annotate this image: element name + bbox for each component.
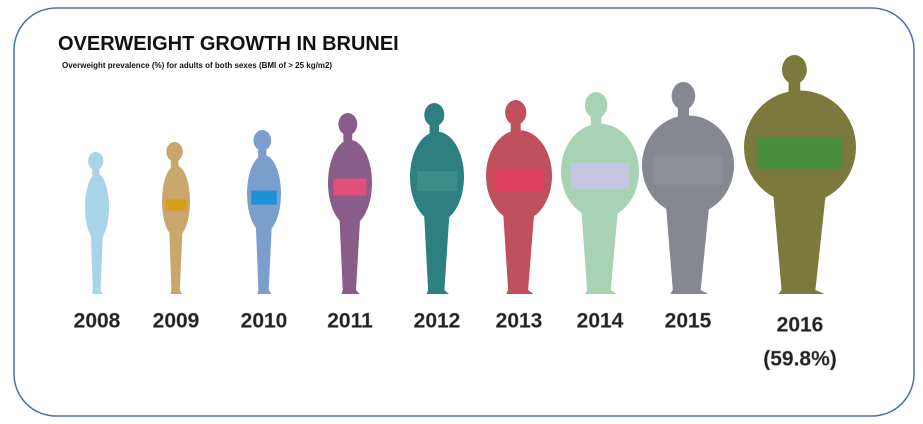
head	[671, 82, 696, 110]
figure	[561, 92, 639, 294]
figure	[744, 55, 856, 294]
neck	[92, 166, 100, 176]
neck	[590, 113, 602, 127]
belt	[570, 162, 630, 189]
belt	[88, 206, 106, 215]
neck	[429, 121, 440, 134]
year-label: 2012	[414, 310, 461, 333]
year-label: 2015	[665, 310, 712, 333]
year-label: 2010	[241, 310, 288, 333]
year-label: 2008	[74, 310, 121, 333]
belt	[494, 168, 544, 192]
legs	[422, 176, 452, 294]
belt	[416, 171, 458, 192]
neck	[677, 104, 689, 119]
figure	[85, 152, 109, 294]
figure	[486, 100, 552, 294]
figure	[162, 142, 190, 294]
belt	[653, 155, 723, 185]
subtitle: Overweight prevalence (%) for adults of …	[62, 61, 332, 70]
year-label: 2011	[327, 310, 373, 333]
head	[505, 100, 527, 125]
year-label: 2014	[577, 310, 624, 333]
neck	[788, 78, 801, 93]
belt	[333, 178, 367, 196]
year-label: 2009	[153, 310, 200, 333]
legs	[500, 175, 538, 294]
figure	[410, 103, 464, 294]
figure	[247, 130, 281, 294]
legs	[337, 182, 363, 294]
head	[338, 113, 358, 136]
year-label: 2016	[777, 314, 824, 337]
legs	[578, 171, 622, 294]
legs	[254, 193, 274, 294]
neck	[258, 146, 267, 158]
legs	[662, 165, 714, 294]
figure	[642, 82, 734, 294]
frame	[13, 7, 915, 417]
legs	[769, 147, 831, 294]
legs	[90, 207, 104, 294]
head	[253, 130, 272, 151]
head	[424, 103, 445, 127]
neck	[170, 157, 179, 168]
belt	[165, 199, 187, 211]
title: OVERWEIGHT GROWTH IN BRUNEI	[58, 33, 399, 55]
belt	[251, 190, 277, 205]
head	[166, 142, 183, 162]
figure	[328, 113, 372, 294]
annotation: (59.8%)	[763, 348, 837, 371]
neck	[510, 120, 521, 133]
head	[88, 152, 104, 170]
legs	[168, 201, 184, 294]
year-label: 2013	[496, 310, 543, 333]
head	[584, 92, 608, 119]
neck	[343, 130, 353, 142]
head	[781, 55, 807, 85]
belt	[758, 136, 842, 169]
